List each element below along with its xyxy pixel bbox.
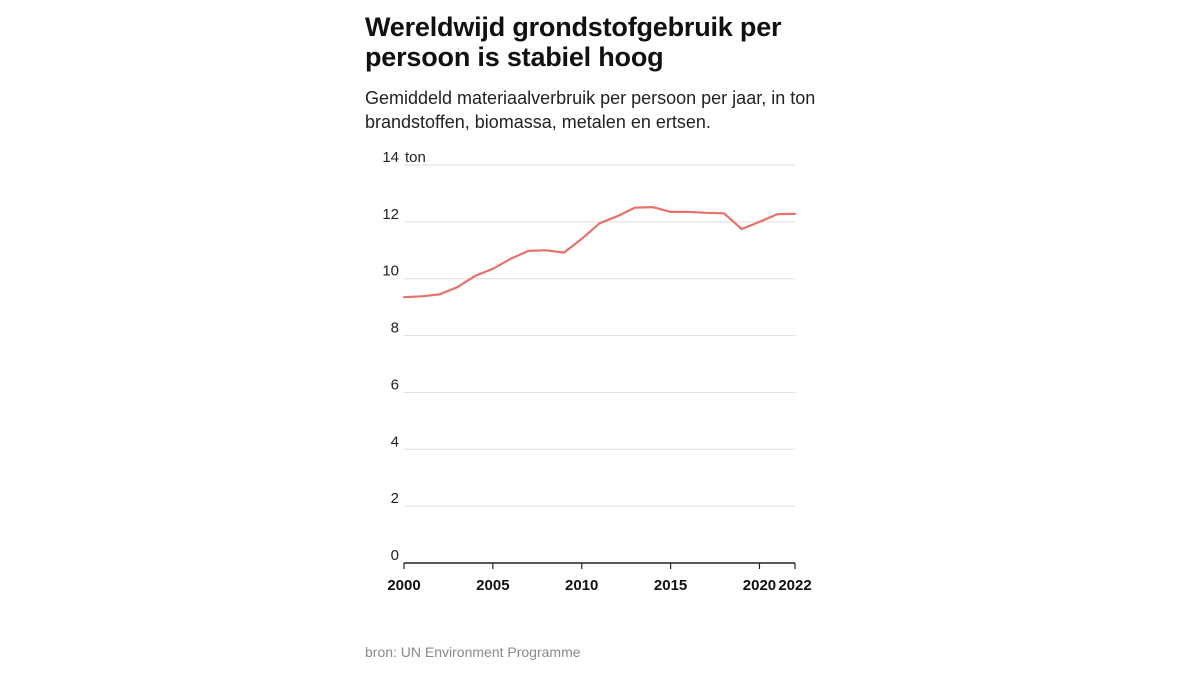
- source-note: bron: UN Environment Programme: [365, 644, 581, 660]
- line-chart: 0 2 4 6 8 10 12 14 ton 2000 2005 2010 2015 2020 2022: [382, 149, 812, 594]
- chart-container: 0 2 4 6 8 10 12 14 ton 2000 2005 2010 2015 2020 2022: [365, 145, 835, 610]
- x-tick-label: 2022: [778, 577, 811, 594]
- x-tick-label: 2020: [743, 577, 776, 594]
- x-tick-label: 2005: [476, 577, 509, 594]
- x-tick-label: 2010: [565, 577, 598, 594]
- x-tick-label: 2015: [654, 577, 687, 594]
- y-unit-label: ton: [405, 149, 426, 166]
- chart-title: Wereldwijd grondstofgebruik per persoon …: [365, 12, 782, 72]
- y-tick-label: 14: [382, 149, 399, 166]
- y-tick-label: 12: [382, 206, 399, 223]
- y-axis-labels: 0 2 4 6 8 10 12 14 ton: [382, 149, 426, 564]
- y-tick-label: 2: [391, 490, 399, 507]
- x-axis-labels: 2000 2005 2010 2015 2020 2022: [387, 563, 812, 594]
- y-tick-label: 6: [391, 376, 399, 393]
- y-tick-label: 4: [391, 433, 399, 450]
- chart-subtitle: Gemiddeld materiaalverbruik per persoon …: [365, 88, 816, 132]
- y-tick-label: 10: [382, 263, 399, 280]
- series-layer: [402, 205, 797, 299]
- x-tick-label: 2000: [387, 577, 420, 594]
- header: Wereldwijd grondstofgebruik per persoon …: [365, 12, 825, 134]
- y-tick-label: 0: [391, 547, 399, 564]
- y-tick-label: 8: [391, 320, 399, 337]
- series-line: [402, 205, 797, 299]
